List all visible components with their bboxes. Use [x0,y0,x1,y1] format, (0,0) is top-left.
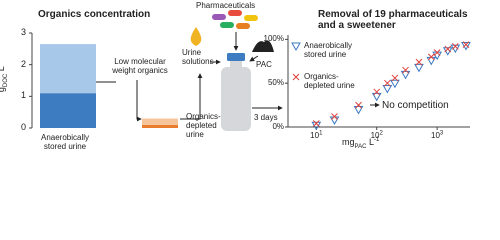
canvas [29,10,471,131]
bar-segment [40,44,96,94]
y-tick-label: 50% [267,78,284,88]
category-label: Anaerobically stored urine [40,133,90,151]
y-axis-label: gDOC L-1 [0,60,9,92]
chart-title: Removal of 19 pharmaceuticals and a swee… [318,9,468,31]
x-tick-label: 101 [306,130,326,140]
tick-base: 10 [431,131,440,140]
label-part: DOC [2,73,9,88]
label-part: L [368,137,374,147]
x-tick-label: 103 [427,130,447,140]
data-point [384,79,391,87]
legend-label: Anaerobically stored urine [304,41,353,59]
legend-label: Organics-depleted urine [304,72,355,90]
bar-segment [142,118,178,125]
data-point [426,56,437,66]
chart-title: Organics concentration [38,9,151,20]
y-tick-label: 2 [20,58,26,69]
data-point [402,66,409,74]
bar-segment [40,93,96,128]
pac-label: PAC [256,60,272,69]
pills-icon [212,10,258,29]
category-label: Organics-depleted urine [186,112,221,139]
data-point [433,49,441,56]
data-point [331,113,338,120]
pac-icon [252,40,274,52]
data-point [461,42,471,51]
data-point [462,41,470,48]
data-point [414,63,424,73]
label-part: L [0,66,6,71]
urine-drop-icon [190,27,202,46]
tick-base: 10 [310,131,320,140]
x-tick-label: 102 [367,130,387,140]
data-point [382,84,393,94]
data-point [329,116,340,125]
tick-exponent: 1 [319,130,323,137]
duration-label: 3 days [254,113,278,122]
low-mw-label: Low molecular weight organics [112,57,168,75]
tick-exponent: 2 [379,130,383,137]
data-point [390,79,400,89]
y-tick-label: 0 [20,122,26,132]
label-part: mg [342,137,355,147]
tick-base: 10 [370,131,380,140]
data-point [373,88,381,96]
arrows [96,32,380,122]
data-point [312,120,320,127]
data-point [291,42,301,52]
data-point [355,101,362,109]
y-tick-label: 3 [20,27,26,37]
label-part: PAC [354,143,367,150]
y-tick-label: 0% [272,122,284,131]
x-axis-label: mgPAC L-1 [342,137,380,150]
label-part: g [0,87,6,92]
label-part: -1 [373,137,380,143]
y-tick-label: 100% [263,34,284,44]
data-point [444,45,452,53]
arrow [180,73,203,120]
data-point [371,92,382,102]
arrow [249,55,259,62]
arrow [136,80,142,122]
y-tick-label: 1 [20,90,26,101]
label-part: -1 [0,60,3,67]
data-point [451,43,459,50]
data-point [353,105,364,115]
data-point [400,70,411,80]
bottle-icon [221,53,251,131]
bar-segment [142,124,178,128]
graphical-abstract: Organics concentration gDOC L-1 Low mole… [0,1,471,151]
pharmaceuticals-label: Pharmaceuticals [196,1,256,10]
urine-label: Urine solutions [182,48,214,66]
data-point [415,58,423,66]
data-point [427,53,435,61]
tick-exponent: 3 [439,130,444,137]
annotation: No competition [382,100,449,111]
data-point [292,73,300,81]
data-point [391,74,399,82]
